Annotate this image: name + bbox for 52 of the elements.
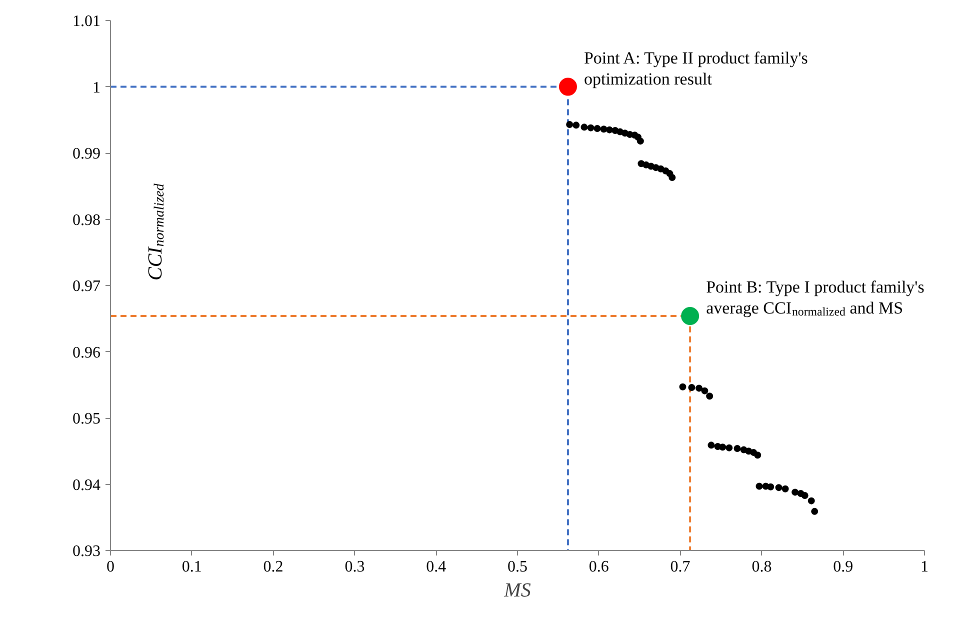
y-tick-label: 1 bbox=[92, 79, 100, 96]
point bbox=[587, 124, 594, 132]
x-tick-label: 0 bbox=[106, 558, 114, 576]
point bbox=[580, 124, 588, 131]
point bbox=[808, 497, 815, 504]
x-tick-label: 0.4 bbox=[426, 558, 446, 576]
point bbox=[756, 482, 763, 490]
x-tick-label: 1 bbox=[920, 558, 928, 576]
point bbox=[754, 452, 762, 459]
point bbox=[719, 444, 726, 451]
y-tick-label: 0.97 bbox=[72, 278, 100, 295]
point bbox=[668, 174, 676, 182]
point bbox=[775, 484, 782, 492]
point bbox=[734, 444, 741, 452]
x-tick-label: 0.1 bbox=[182, 558, 202, 576]
x-tick-label: 0.5 bbox=[508, 558, 528, 576]
point bbox=[688, 384, 696, 392]
point bbox=[679, 383, 686, 390]
annotation: Point A: Type II product family's optimization result bbox=[584, 48, 808, 88]
point bbox=[782, 485, 789, 492]
point bbox=[811, 508, 818, 515]
point bbox=[792, 488, 799, 496]
point bbox=[726, 444, 733, 452]
point bbox=[566, 121, 574, 128]
y-tick-label: 0.98 bbox=[72, 212, 100, 229]
x-tick-label: 0.8 bbox=[752, 558, 772, 576]
y-tick-label: 0.94 bbox=[72, 476, 100, 494]
y-tick-label: 0.96 bbox=[72, 344, 100, 362]
point bbox=[636, 138, 644, 145]
point bbox=[767, 483, 774, 490]
y-axis-title: CCInormalized bbox=[144, 182, 168, 280]
x-tick-label: 0.3 bbox=[344, 558, 365, 576]
point bbox=[600, 126, 608, 133]
point bbox=[701, 387, 708, 394]
y-tick-label: 0.93 bbox=[72, 543, 100, 560]
y-tick-label: 1.01 bbox=[72, 13, 100, 30]
y-tick-label: 0.99 bbox=[72, 146, 100, 162]
x-tick-label: 0.2 bbox=[263, 558, 284, 576]
point bbox=[558, 78, 577, 96]
point bbox=[708, 442, 715, 449]
point bbox=[696, 384, 703, 392]
x-axis-title: MS bbox=[503, 580, 531, 602]
point bbox=[606, 126, 613, 134]
point bbox=[572, 122, 580, 129]
point bbox=[706, 392, 714, 400]
y-tick-label: 0.95 bbox=[72, 410, 100, 428]
point bbox=[681, 306, 700, 325]
x-tick-label: 0.6 bbox=[588, 558, 609, 576]
x-tick-label: 0.7 bbox=[670, 558, 690, 576]
point bbox=[594, 124, 601, 132]
x-tick-label: 0.9 bbox=[833, 558, 854, 576]
point bbox=[801, 492, 808, 500]
